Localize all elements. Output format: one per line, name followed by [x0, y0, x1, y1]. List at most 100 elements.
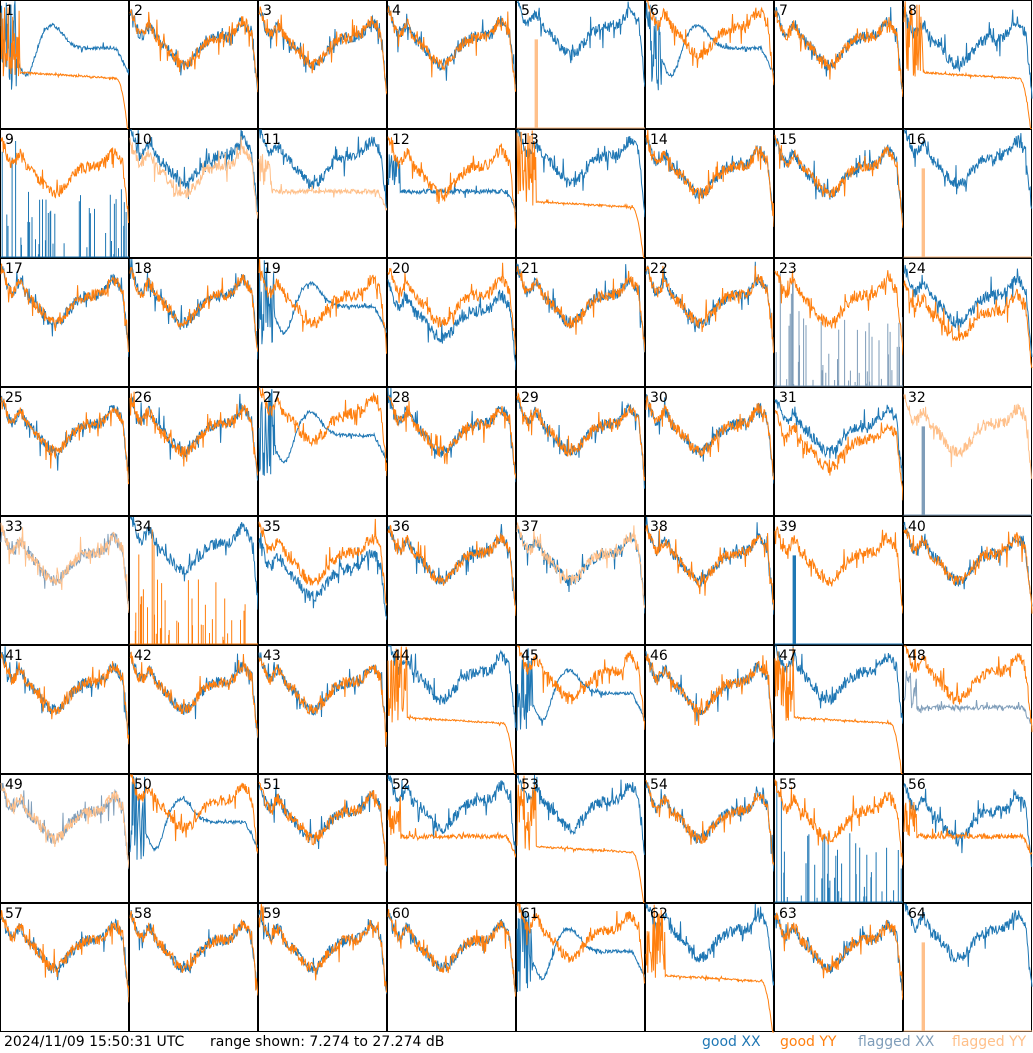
panel-7: 7 — [774, 0, 904, 129]
panel-frame — [387, 258, 516, 387]
panel-55-label: 55 — [779, 777, 797, 793]
panel-9: 9 — [0, 129, 130, 258]
panel-40: 40 — [903, 516, 1033, 645]
panel-1-label: 1 — [5, 3, 14, 19]
panel-frame — [0, 774, 129, 903]
panel-frame — [903, 0, 1032, 129]
panel-46-label: 46 — [650, 648, 668, 664]
panel-15-yy-line — [774, 134, 904, 229]
panel-frame — [645, 645, 774, 774]
panel-29: 29 — [516, 387, 646, 516]
panel-30-yy-line — [645, 395, 775, 481]
panel-57-label: 57 — [5, 906, 23, 922]
panel-53-xx-line — [516, 774, 646, 855]
panel-22-label: 22 — [650, 261, 668, 277]
panel-44-yy-line — [387, 646, 516, 775]
panel-3-yy-line — [258, 6, 388, 95]
panel-5-label: 5 — [521, 3, 530, 19]
panel-11: 11 — [258, 129, 388, 258]
panel-frame — [903, 516, 1032, 645]
panel-16: 16 — [903, 129, 1033, 258]
panel-5-yy-line — [516, 39, 646, 129]
panel-20: 20 — [387, 258, 517, 387]
panel-42-label: 42 — [134, 648, 152, 664]
panel-53-label: 53 — [521, 777, 539, 793]
panel-46: 46 — [645, 645, 775, 774]
panel-47-label: 47 — [779, 648, 797, 664]
panel-frame — [774, 645, 903, 774]
panel-54: 54 — [645, 774, 775, 903]
panel-3: 3 — [258, 0, 388, 129]
panel-17-yy-line — [0, 263, 130, 353]
panel-36-yy-line — [387, 524, 517, 616]
panel-frame — [645, 129, 774, 258]
panel-17-label: 17 — [5, 261, 23, 277]
panel-50: 50 — [129, 774, 259, 903]
panel-4: 4 — [387, 0, 517, 129]
panel-19-label: 19 — [263, 261, 281, 277]
panel-37-label: 37 — [521, 519, 539, 535]
panel-10-yy-line — [129, 136, 259, 219]
panel-44-xx-line — [388, 645, 517, 728]
panel-24-xx-line — [903, 265, 1033, 357]
panel-58-label: 58 — [134, 906, 152, 922]
panel-50-label: 50 — [134, 777, 152, 793]
panel-14: 14 — [645, 129, 775, 258]
panel-23-label: 23 — [779, 261, 797, 277]
panel-21: 21 — [516, 258, 646, 387]
panel-frame — [387, 516, 516, 645]
panel-52-yy-line — [387, 796, 517, 859]
panel-34-label: 34 — [134, 519, 152, 535]
panel-44: 44 — [387, 645, 517, 775]
panel-1-xx-line — [0, 1, 130, 90]
panel-frame — [0, 645, 129, 774]
panel-25: 25 — [0, 387, 130, 516]
panel-frame — [129, 129, 258, 258]
panel-39-yy-line — [774, 526, 904, 614]
panel-frame — [258, 0, 387, 129]
panel-22-yy-line — [645, 265, 775, 354]
panel-frame — [774, 387, 903, 516]
panel-56-yy-line — [903, 799, 1033, 856]
legend-good-yy: good YY — [780, 1034, 837, 1050]
panel-12-label: 12 — [392, 132, 410, 148]
panel-frame — [516, 258, 645, 387]
panel-45-yy-line — [517, 645, 646, 730]
panel-frame — [903, 774, 1032, 903]
range-text: range shown: 7.274 to 27.274 dB — [210, 1034, 445, 1050]
panel-57-yy-line — [0, 910, 130, 1003]
panel-frame — [516, 645, 645, 774]
panel-56-xx-line — [903, 782, 1033, 868]
panel-9-yy-line — [0, 137, 130, 223]
panel-55: 55 — [774, 774, 904, 903]
panel-27-label: 27 — [263, 390, 281, 406]
panel-20-label: 20 — [392, 261, 410, 277]
panel-42-yy-line — [129, 651, 259, 738]
panel-8-label: 8 — [908, 3, 917, 19]
panel-24-label: 24 — [908, 261, 926, 277]
panel-49: 49 — [0, 774, 130, 903]
panel-1-yy-line — [0, 7, 129, 130]
panel-55-xx-line — [774, 781, 904, 903]
panel-frame — [645, 516, 774, 645]
panel-61-label: 61 — [521, 906, 539, 922]
panel-frame — [258, 258, 387, 387]
panel-35-xx-line — [258, 532, 388, 621]
panel-32-label: 32 — [908, 390, 926, 406]
panel-34-yy-line — [129, 529, 259, 645]
panel-13: 13 — [516, 129, 646, 259]
panel-28-yy-line — [387, 396, 517, 479]
panel-36-label: 36 — [392, 519, 410, 535]
panel-59: 59 — [258, 903, 388, 1032]
panel-38: 38 — [645, 516, 775, 645]
footer: 2024/11/09 15:50:31 UTC range shown: 7.2… — [0, 1033, 1033, 1053]
panel-56: 56 — [903, 774, 1033, 903]
panel-31-label: 31 — [779, 390, 797, 406]
panel-47-yy-line — [774, 647, 903, 775]
panel-32: 32 — [903, 387, 1033, 516]
panel-48-xx-line — [903, 670, 1033, 727]
panel-12: 12 — [387, 129, 517, 258]
panel-16-yy-line — [903, 168, 1033, 258]
panel-56-label: 56 — [908, 777, 926, 793]
